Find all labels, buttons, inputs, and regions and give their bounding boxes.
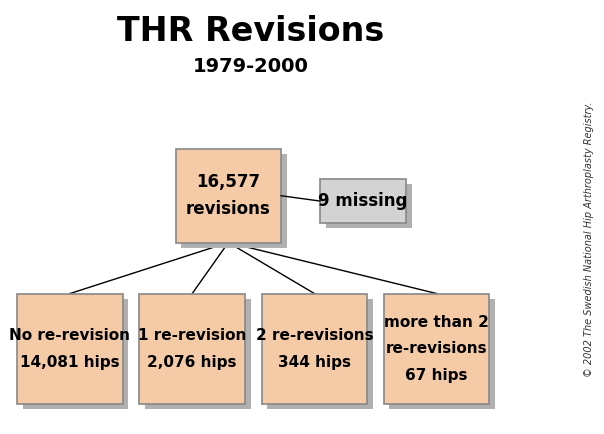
Text: © 2002 The Swedish National Hip Arthroplasty Registry.: © 2002 The Swedish National Hip Arthropl… [584, 101, 594, 377]
Text: 2 re-revisions: 2 re-revisions [255, 328, 373, 343]
Text: 2,076 hips: 2,076 hips [147, 355, 237, 370]
Text: 1979-2000: 1979-2000 [193, 56, 309, 76]
Text: 344 hips: 344 hips [278, 355, 351, 370]
FancyBboxPatch shape [320, 179, 406, 224]
FancyBboxPatch shape [23, 299, 128, 409]
FancyBboxPatch shape [267, 299, 373, 409]
FancyBboxPatch shape [140, 293, 245, 404]
FancyBboxPatch shape [326, 184, 412, 228]
Text: 1 re-revision: 1 re-revision [138, 328, 246, 343]
Text: re-revisions: re-revisions [386, 342, 487, 356]
Text: 16,577: 16,577 [196, 173, 260, 191]
FancyBboxPatch shape [390, 299, 495, 409]
Text: 9 missing: 9 missing [318, 192, 408, 210]
FancyBboxPatch shape [176, 149, 281, 243]
FancyBboxPatch shape [181, 154, 287, 248]
FancyBboxPatch shape [384, 293, 489, 404]
Text: more than 2: more than 2 [384, 315, 489, 330]
Text: THR Revisions: THR Revisions [117, 16, 384, 49]
Text: No re-revision: No re-revision [10, 328, 130, 343]
Text: 14,081 hips: 14,081 hips [20, 355, 120, 370]
FancyBboxPatch shape [145, 299, 251, 409]
Text: revisions: revisions [186, 201, 271, 218]
FancyBboxPatch shape [17, 293, 123, 404]
FancyBboxPatch shape [262, 293, 367, 404]
Text: 67 hips: 67 hips [405, 368, 468, 383]
